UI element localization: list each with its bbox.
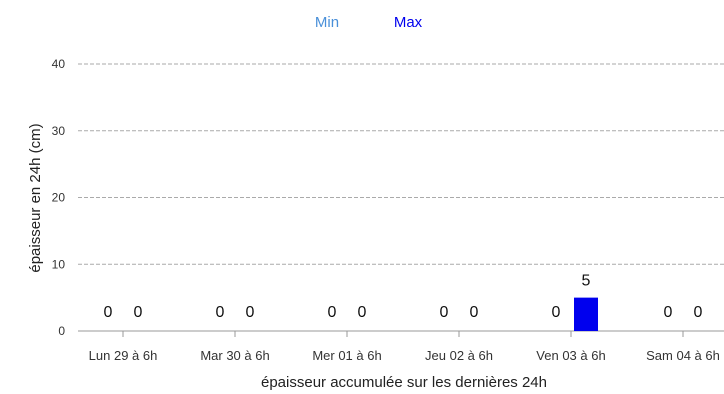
data-labels: 0 0 0 0 0 0 0 0 0 0 5 0 bbox=[104, 273, 703, 321]
data-label: 0 bbox=[358, 304, 367, 321]
data-label: 0 bbox=[470, 304, 479, 321]
y-axis: 0 10 20 30 40 bbox=[52, 57, 66, 338]
y-tick-label: 10 bbox=[52, 257, 66, 271]
bar-max[interactable] bbox=[574, 297, 598, 331]
y-tick-label: 40 bbox=[52, 57, 66, 71]
data-label: 0 bbox=[664, 304, 673, 321]
data-label: 0 bbox=[104, 304, 113, 321]
y-tick-label: 30 bbox=[52, 124, 66, 138]
gridlines bbox=[78, 63, 724, 265]
y-axis-title: épaisseur en 24h (cm) bbox=[27, 123, 44, 272]
data-label: 0 bbox=[216, 304, 225, 321]
x-tick-label: Ven 03 à 6h bbox=[536, 348, 605, 363]
bars bbox=[574, 297, 598, 331]
x-tick-label: Mer 01 à 6h bbox=[312, 348, 381, 363]
legend-item-max[interactable]: Max bbox=[394, 14, 423, 31]
data-label: 0 bbox=[552, 304, 561, 321]
y-tick-label: 20 bbox=[52, 191, 66, 205]
x-tick-label: Mar 30 à 6h bbox=[200, 348, 269, 363]
data-label: 0 bbox=[246, 304, 255, 321]
y-tick-label: 0 bbox=[58, 324, 65, 338]
x-axis-title: épaisseur accumulée sur les dernières 24… bbox=[261, 374, 547, 391]
data-label: 0 bbox=[440, 304, 449, 321]
legend[interactable]: Min Max bbox=[315, 14, 423, 31]
x-tick-label: Lun 29 à 6h bbox=[89, 348, 158, 363]
data-label: 5 bbox=[582, 273, 591, 290]
x-tick-label: Sam 04 à 6h bbox=[646, 348, 720, 363]
x-axis: Lun 29 à 6h Mar 30 à 6h Mer 01 à 6h Jeu 02 … bbox=[89, 331, 720, 363]
data-label: 0 bbox=[328, 304, 337, 321]
data-label: 0 bbox=[134, 304, 143, 321]
x-tick-label: Jeu 02 à 6h bbox=[425, 348, 493, 363]
legend-item-min[interactable]: Min bbox=[315, 14, 339, 31]
data-label: 0 bbox=[694, 304, 703, 321]
